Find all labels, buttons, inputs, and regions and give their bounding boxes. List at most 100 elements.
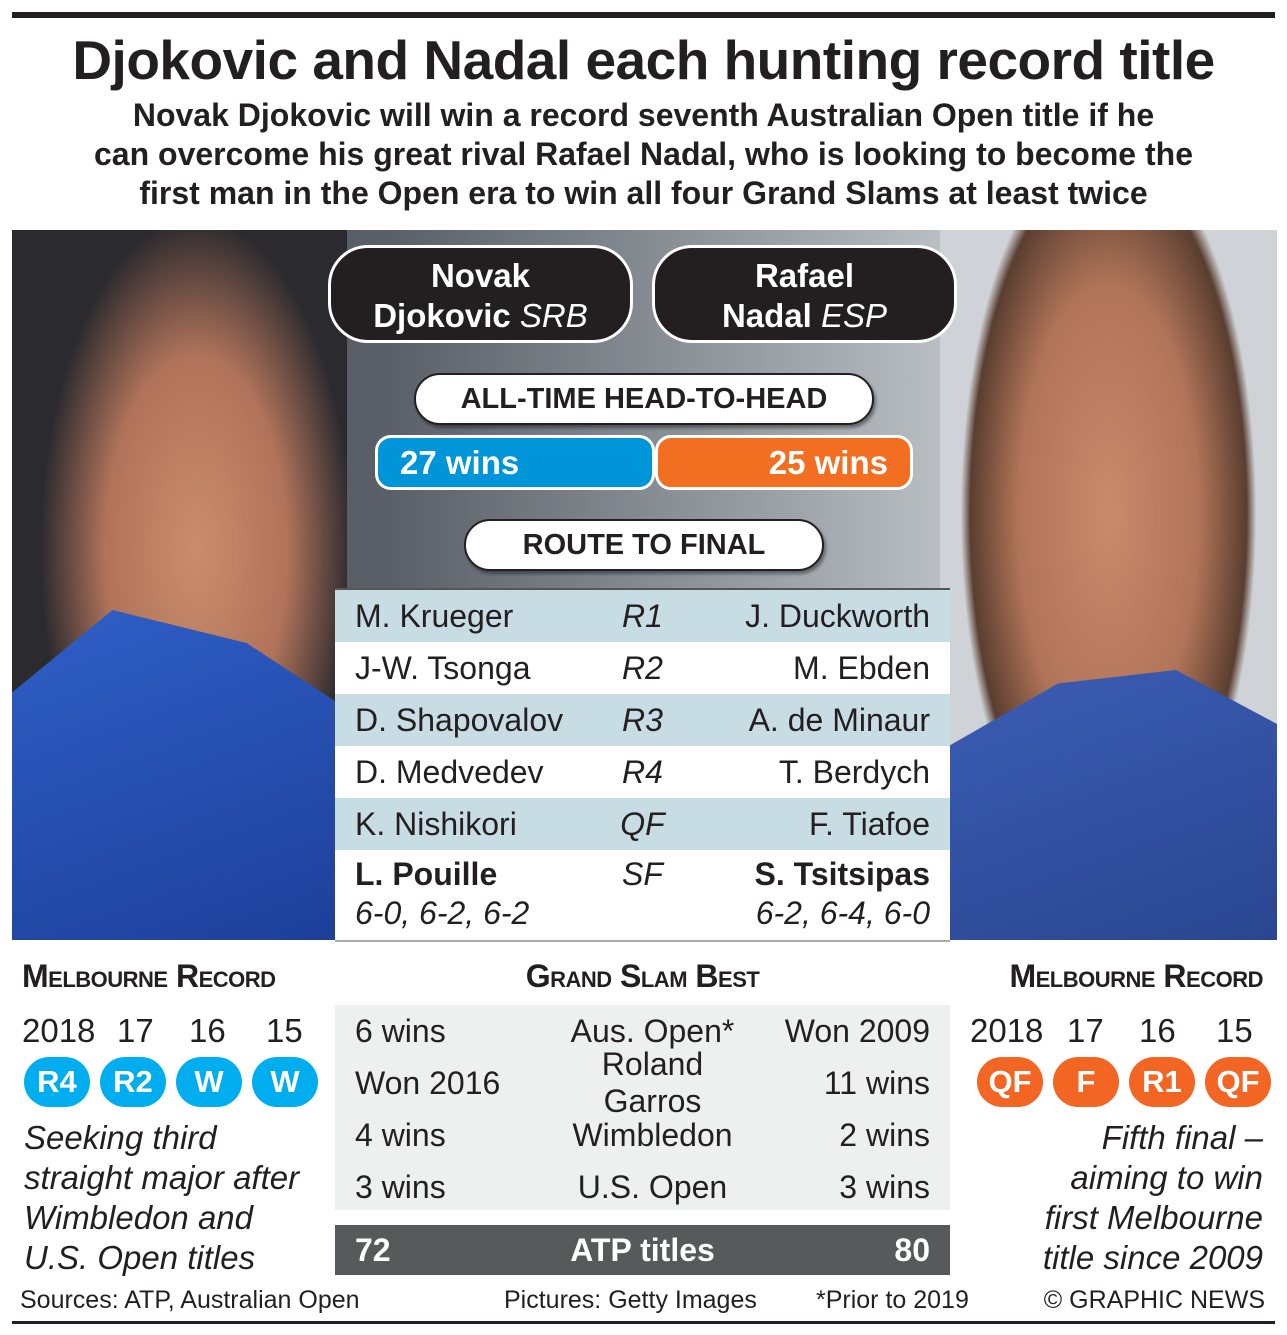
nadal-photo [940,230,1277,940]
atp-label: ATP titles [570,1231,715,1268]
djokovic-opponent: M. Krueger [355,597,514,634]
melbourne-right-results: QF F R1 QF [977,1057,1271,1107]
note-line: title since 2009 [1042,1239,1263,1276]
opponent-name: S. Tsitsipas [754,856,930,892]
table-row: 6 wins Aus. Open* Won 2009 [335,1005,950,1057]
footnote: *Prior to 2019 [816,1286,969,1314]
note-line: Fifth final – [1101,1119,1263,1156]
year: 2018 [22,1012,96,1049]
melbourne-left-note: Seeking third straight major after Wimbled… [24,1118,299,1278]
year: 16 [1139,1012,1176,1049]
year: 16 [189,1012,226,1049]
djokovic-value: 3 wins [355,1168,446,1205]
round: R3 [622,701,663,738]
table-row: J-W. Tsonga R2 M. Ebden [335,642,950,694]
year: 2018 [970,1012,1044,1049]
result-badge: W [176,1057,242,1107]
subtitle: Novak Djokovic will win a record seventh… [20,96,1267,213]
first-name: Novak [430,257,531,294]
note-line: Seeking third [24,1119,217,1156]
route-table: M. Krueger R1 J. Duckworth J-W. Tsonga R2 M.… [335,588,950,942]
result-badge: R4 [24,1057,90,1107]
djokovic-opponent: L. Pouille 6-0, 6-2, 6-2 [355,856,598,932]
bottom-rule [12,1321,1275,1324]
djokovic-opponent: J-W. Tsonga [355,649,531,686]
table-row: 4 wins Wimbledon 2 wins [335,1109,950,1161]
result-badge: R1 [1129,1057,1195,1107]
year: 15 [266,1012,303,1049]
round: QF [620,805,665,842]
grand-slam-table: 6 wins Aus. Open* Won 2009 Won 2016 Roland … [335,1005,950,1210]
picture-credit: Pictures: Getty Images [504,1286,757,1314]
note-line: U.S. Open titles [24,1239,256,1276]
table-row: D. Medvedev R4 T. Berdych [335,746,950,798]
round: SF [622,856,663,892]
subtitle-line: can overcome his great rival Rafael Nada… [94,136,1193,172]
melbourne-left-years: 2018 17 16 15 [22,1012,343,1050]
table-row: D. Shapovalov R3 A. de Minaur [335,694,950,746]
nadal-opponent: F. Tiafoe [809,805,930,842]
event: Roland Garros [601,1046,704,1119]
score: 6-2, 6-4, 6-0 [755,895,930,931]
nadal-opponent: A. de Minaur [748,701,930,738]
melbourne-right-header: Melbourne Record [1009,958,1263,994]
nadal-opponent: S. Tsitsipas 6-2, 6-4, 6-0 [688,856,930,932]
player-right-label: Rafael Nadal ESP [652,245,957,343]
djokovic-value: 6 wins [355,1012,446,1049]
round: R1 [622,597,663,634]
last-name: Djokovic [373,297,511,334]
country: SRB [519,297,588,334]
djokovic-value: Won 2016 [355,1064,501,1101]
nadal-opponent: T. Berdych [778,753,930,790]
melbourne-left-header: Melbourne Record [22,958,276,994]
score: 6-0, 6-2, 6-2 [355,895,530,931]
nadal-value: 3 wins [839,1168,930,1205]
h2h-label: ALL-TIME HEAD-TO-HEAD [414,373,874,425]
note-line: aiming to win [1070,1159,1263,1196]
sources: Sources: ATP, Australian Open [20,1286,360,1314]
result-badge: QF [977,1057,1043,1107]
note-line: Wimbledon and [24,1199,254,1236]
event: U.S. Open [577,1168,728,1205]
djokovic-opponent: D. Medvedev [355,753,544,790]
note-line: straight major after [24,1159,300,1196]
table-row: M. Krueger R1 J. Duckworth [335,590,950,642]
melbourne-right-years: 2018 17 16 15 [970,1012,1287,1050]
table-row: Won 2016 Roland Garros 11 wins [335,1046,950,1119]
table-row: L. Pouille 6-0, 6-2, 6-2 SF S. Tsitsipas 6… [335,850,950,942]
subtitle-line: first man in the Open era to win all fou… [139,175,1148,211]
nadal-value: 11 wins [823,1064,930,1101]
round: R4 [622,753,663,790]
nadal-value: Won 2009 [784,1012,930,1049]
djokovic-opponent: D. Shapovalov [355,701,564,738]
first-name: Rafael [754,257,855,294]
page-title: Djokovic and Nadal each hunting record t… [72,29,1215,91]
credit: © GRAPHIC NEWS [1043,1286,1265,1314]
grand-slam-header: Grand Slam Best [525,958,760,994]
result-badge: F [1053,1057,1119,1107]
nadal-atp: 80 [894,1231,930,1268]
route-label: ROUTE TO FINAL [464,519,824,571]
table-row: K. Nishikori QF F. Tiafoe [335,798,950,850]
opponent-name: L. Pouille [355,856,498,892]
djokovic-photo [12,230,347,940]
table-row: 3 wins U.S. Open 3 wins [335,1161,950,1213]
h2h-right-bar: 25 wins [655,435,913,490]
event: Aus. Open* [570,1012,735,1049]
country: ESP [821,297,888,334]
year: 17 [1067,1012,1104,1049]
djokovic-opponent: K. Nishikori [355,805,517,842]
year: 17 [117,1012,154,1049]
atp-titles-row: 72 ATP titles 80 [335,1225,950,1275]
year: 15 [1216,1012,1253,1049]
result-badge: R2 [100,1057,166,1107]
round: R2 [622,649,663,686]
nadal-opponent: J. Duckworth [745,597,930,634]
djokovic-atp: 72 [355,1231,391,1268]
player-left-label: Novak Djokovic SRB [328,245,633,343]
note-line: first Melbourne [1044,1199,1263,1236]
event: Wimbledon [572,1116,733,1153]
result-badge: QF [1205,1057,1271,1107]
top-rule [12,12,1275,18]
subtitle-line: Novak Djokovic will win a record seventh… [132,97,1155,133]
